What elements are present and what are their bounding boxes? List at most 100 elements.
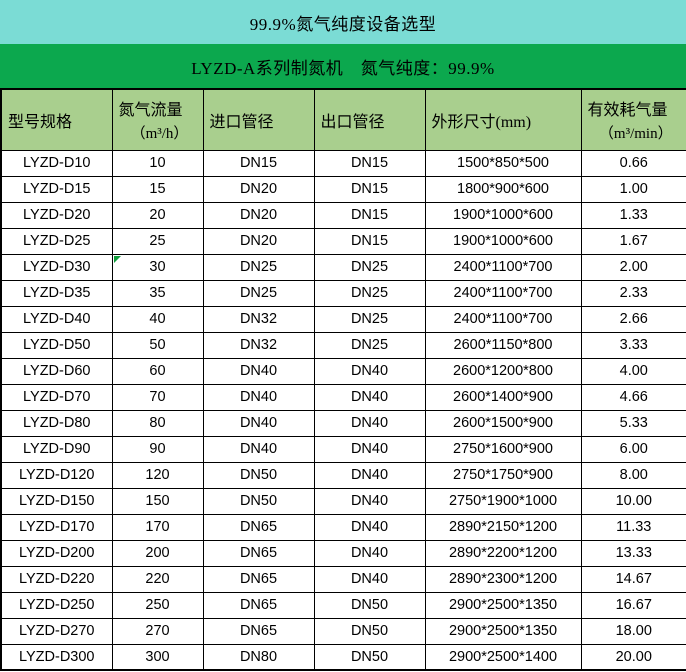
- table-cell: DN25: [313, 279, 426, 307]
- table-cell: 80: [111, 409, 204, 437]
- table-cell: 2750*1750*900: [424, 461, 582, 489]
- column-header: 有效耗气量 （m³/min）: [580, 88, 686, 151]
- table-cell: DN40: [313, 539, 426, 567]
- table-cell: 120: [111, 461, 204, 489]
- table-cell: DN40: [313, 383, 426, 411]
- table-cell: DN40: [202, 357, 315, 385]
- table-cell: 10: [111, 149, 204, 177]
- table-row: LYZD-D220 220 DN65 DN40 2890*2300*1200 14.67: [0, 565, 686, 593]
- table-cell: 250: [111, 591, 204, 619]
- table-cell: 200: [111, 539, 204, 567]
- table-cell: 20: [111, 201, 204, 229]
- table-cell: DN40: [202, 435, 315, 463]
- page-title: 99.9%氮气纯度设备选型: [249, 14, 437, 34]
- table-cell: 25: [111, 227, 204, 255]
- title-bar: 99.9%氮气纯度设备选型: [0, 0, 686, 44]
- table-cell: DN15: [202, 149, 315, 177]
- table-cell: 0.66: [580, 149, 686, 177]
- table-cell: 2900*2500*1350: [424, 617, 582, 645]
- table-cell: LYZD-D300: [0, 643, 113, 671]
- table-cell: LYZD-D70: [0, 383, 113, 411]
- table-cell: DN80: [202, 643, 315, 671]
- spec-table: 型号规格 氮气流量 （m³/h） 进口管径 出口管径 外形尺寸(mm) 有效耗气量 （m³/m…: [0, 88, 686, 671]
- table-cell: 2900*2500*1350: [424, 591, 582, 619]
- table-cell: LYZD-D25: [0, 227, 113, 255]
- table-cell: 35: [111, 279, 204, 307]
- table-cell: DN25: [313, 253, 426, 281]
- table-cell: 2750*1600*900: [424, 435, 582, 463]
- table-cell: LYZD-D80: [0, 409, 113, 437]
- column-header: 型号规格: [0, 88, 113, 151]
- table-cell: DN15: [313, 149, 426, 177]
- table-cell: LYZD-D30: [0, 253, 113, 281]
- table-cell: DN50: [313, 591, 426, 619]
- column-header: 外形尺寸(mm): [424, 88, 582, 151]
- table-row: LYZD-D270 270 DN65 DN50 2900*2500*1350 18.00: [0, 617, 686, 645]
- table-cell: 4.66: [580, 383, 686, 411]
- table-cell: LYZD-D250: [0, 591, 113, 619]
- table-cell: DN40: [313, 357, 426, 385]
- table-cell: DN40: [313, 461, 426, 489]
- table-cell: 70: [111, 383, 204, 411]
- table-cell: 150: [111, 487, 204, 515]
- table-cell: 1500*850*500: [424, 149, 582, 177]
- table-row: LYZD-D80 80 DN40 DN40 2600*1500*900 5.33: [0, 409, 686, 437]
- cell-flag-triangle-icon: [113, 255, 121, 263]
- table-cell: 2600*1500*900: [424, 409, 582, 437]
- table-cell: 2.00: [580, 253, 686, 281]
- table-cell: 16.67: [580, 591, 686, 619]
- table-row: LYZD-D120 120 DN50 DN40 2750*1750*900 8.00: [0, 461, 686, 489]
- table-cell: DN40: [313, 435, 426, 463]
- table-cell: 2890*2200*1200: [424, 539, 582, 567]
- table-row: LYZD-D15 15 DN20 DN15 1800*900*600 1.00: [0, 175, 686, 203]
- table-cell: 3.33: [580, 331, 686, 359]
- column-header: 进口管径: [202, 88, 315, 151]
- table-row: LYZD-D25 25 DN20 DN15 1900*1000*600 1.67: [0, 227, 686, 255]
- table-cell: LYZD-D170: [0, 513, 113, 541]
- table-row: LYZD-D90 90 DN40 DN40 2750*1600*900 6.00: [0, 435, 686, 463]
- table-cell: 300: [111, 643, 204, 671]
- table-cell: LYZD-D270: [0, 617, 113, 645]
- table-row: LYZD-D70 70 DN40 DN40 2600*1400*900 4.66: [0, 383, 686, 411]
- table-cell: 2400*1100*700: [424, 253, 582, 281]
- table-row: LYZD-D60 60 DN40 DN40 2600*1200*800 4.00: [0, 357, 686, 385]
- table-cell: 6.00: [580, 435, 686, 463]
- table-cell: 4.00: [580, 357, 686, 385]
- table-cell: DN25: [202, 253, 315, 281]
- table-cell: DN65: [202, 565, 315, 593]
- table-cell: LYZD-D90: [0, 435, 113, 463]
- table-cell: 2750*1900*1000: [424, 487, 582, 515]
- table-cell: DN65: [202, 617, 315, 645]
- table-row: LYZD-D200 200 DN65 DN40 2890*2200*1200 13.33: [0, 539, 686, 567]
- table-cell: 2890*2150*1200: [424, 513, 582, 541]
- header-row: 型号规格 氮气流量 （m³/h） 进口管径 出口管径 外形尺寸(mm) 有效耗气量 （m³/m…: [0, 88, 686, 151]
- table-cell: LYZD-D40: [0, 305, 113, 333]
- table-cell: LYZD-D15: [0, 175, 113, 203]
- table-cell: 2890*2300*1200: [424, 565, 582, 593]
- table-cell: 2600*1200*800: [424, 357, 582, 385]
- table-cell: LYZD-D50: [0, 331, 113, 359]
- table-cell: 18.00: [580, 617, 686, 645]
- table-row: LYZD-D40 40 DN32 DN25 2400*1100*700 2.66: [0, 305, 686, 333]
- table-cell: 10.00: [580, 487, 686, 515]
- table-cell: LYZD-D60: [0, 357, 113, 385]
- table-row: LYZD-D250 250 DN65 DN50 2900*2500*1350 16.67: [0, 591, 686, 619]
- table-cell: DN40: [202, 383, 315, 411]
- table-cell: 1.00: [580, 175, 686, 203]
- table-cell: DN25: [313, 331, 426, 359]
- table-cell: DN25: [202, 279, 315, 307]
- table-cell: 170: [111, 513, 204, 541]
- subtitle-bar: LYZD-A系列制氮机 氮气纯度：99.9%: [0, 44, 686, 88]
- table-cell: LYZD-D10: [0, 149, 113, 177]
- table-row: LYZD-D10 10 DN15 DN15 1500*850*500 0.66: [0, 149, 686, 177]
- table-cell: 270: [111, 617, 204, 645]
- table-cell: 13.33: [580, 539, 686, 567]
- table-cell: DN40: [202, 409, 315, 437]
- table-cell: 1.67: [580, 227, 686, 255]
- table-cell: DN20: [202, 175, 315, 203]
- table-cell: 2400*1100*700: [424, 279, 582, 307]
- table-cell: LYZD-D220: [0, 565, 113, 593]
- table-row: LYZD-D150 150 DN50 DN40 2750*1900*1000 10.00: [0, 487, 686, 515]
- table-cell: DN50: [313, 617, 426, 645]
- table-cell: 2.33: [580, 279, 686, 307]
